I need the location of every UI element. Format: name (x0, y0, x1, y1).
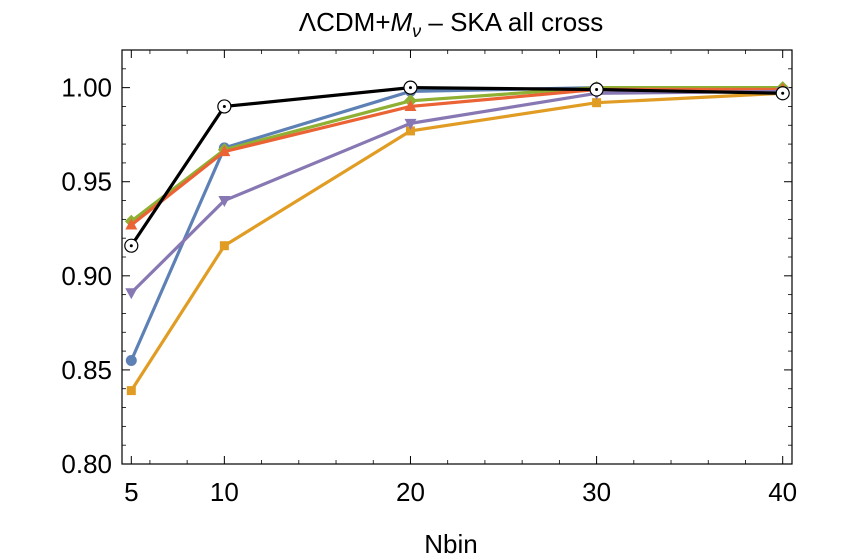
series-red-marker (218, 145, 231, 157)
chart-title: ΛCDM+Mν – SKA all cross (299, 7, 604, 41)
y-tick-label: 1.00 (61, 73, 112, 103)
series-purple-marker (404, 118, 417, 130)
series-purple-marker (218, 196, 231, 208)
axis-ticks: 5 10 20 30 40 0.80 0.85 0.90 0.95 1.00 (61, 49, 797, 507)
series-gold-marker (126, 386, 136, 396)
x-tick-label: 30 (582, 477, 611, 507)
chart-title-suffix: – SKA all cross (421, 7, 603, 37)
series-gold-marker (592, 98, 602, 108)
y-tick-label: 0.80 (61, 449, 112, 479)
series-black-marker-dot (781, 91, 785, 95)
data-series (124, 80, 790, 396)
series-red-marker (125, 218, 138, 230)
series-purple (125, 86, 789, 300)
series-red-marker (404, 99, 417, 111)
series-black-marker-dot (408, 86, 412, 90)
chart-title-subscript: ν (412, 21, 421, 41)
series-purple-marker (125, 288, 138, 300)
chart-title-symbol: M (391, 7, 413, 37)
x-tick-label: 10 (210, 477, 239, 507)
x-tick-label: 20 (396, 477, 425, 507)
chart-title-prefix: ΛCDM+ (299, 7, 391, 37)
y-tick-label: 0.95 (61, 167, 112, 197)
series-black-marker-dot (222, 104, 226, 108)
x-tick-label: 40 (768, 477, 797, 507)
series-gold-marker (405, 126, 415, 136)
y-tick-label: 0.85 (61, 355, 112, 385)
x-axis-title: Nbin (424, 529, 477, 559)
series-blue-marker (125, 355, 137, 366)
series-gold-marker (219, 241, 229, 251)
series-gold-line (129, 91, 783, 392)
series-purple-line (130, 89, 783, 294)
series-black-marker-dot (129, 244, 133, 248)
x-tick-label: 5 (124, 477, 138, 507)
series-blue-line (129, 86, 783, 362)
series-black (124, 80, 790, 253)
series-black-marker-dot (595, 88, 599, 92)
series-gold (126, 88, 788, 396)
y-tick-label: 0.90 (61, 261, 112, 291)
